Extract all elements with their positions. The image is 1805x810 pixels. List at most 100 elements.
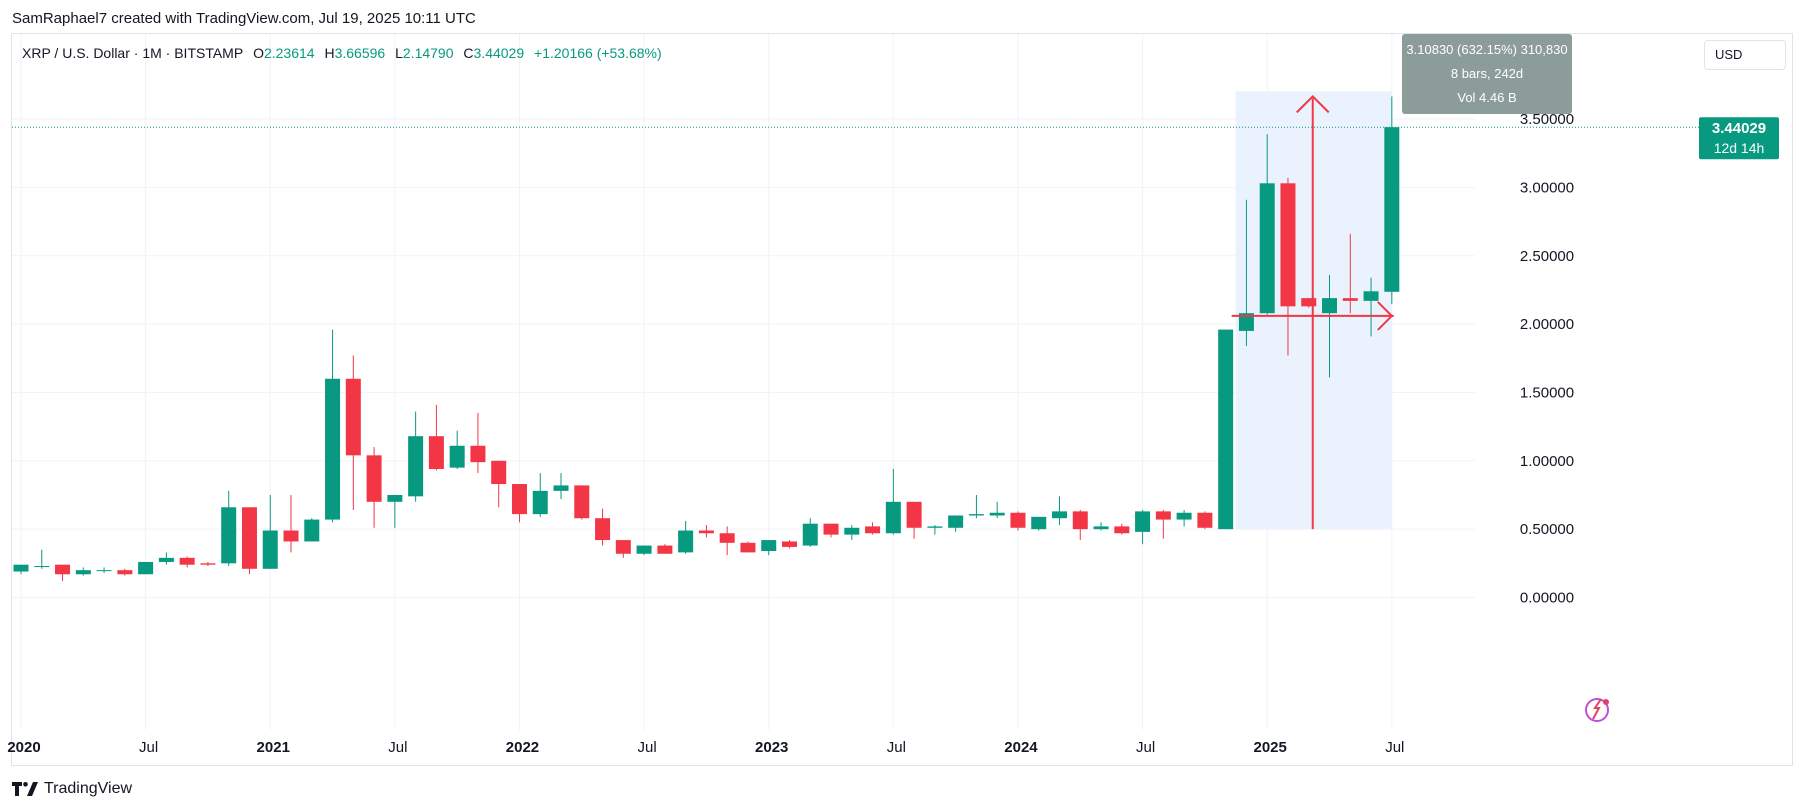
candle-up — [927, 525, 943, 535]
candle-body — [615, 540, 631, 554]
candle-body — [1093, 526, 1109, 530]
time-tick-label: Jul — [388, 739, 407, 756]
candle-down — [657, 544, 673, 554]
candle-body — [387, 494, 403, 502]
candle-body — [241, 507, 257, 569]
candle-body — [1322, 298, 1338, 314]
candle-body — [844, 527, 860, 535]
low-value: 2.14790 — [402, 45, 454, 61]
candle-down — [200, 561, 216, 567]
current-price-value: 3.44029 — [1712, 120, 1766, 137]
candles — [13, 96, 1400, 582]
candle-down — [345, 355, 361, 511]
candle-body — [428, 436, 444, 470]
time-tick-label: Jul — [638, 739, 657, 756]
candle-body — [927, 526, 943, 528]
candle-body — [595, 518, 611, 541]
candle-body — [449, 445, 465, 468]
candle-up — [1093, 522, 1109, 531]
candle-down — [698, 525, 714, 538]
candle-up — [1384, 96, 1400, 304]
candle-body — [532, 490, 548, 515]
candle-body — [1218, 329, 1234, 530]
sparkle-icon-ring — [1585, 698, 1609, 722]
candle-body — [75, 570, 91, 575]
price-tick-label: 2.00000 — [1520, 316, 1574, 333]
currency-selector[interactable]: USD — [1704, 40, 1786, 70]
candle-up — [1238, 199, 1254, 346]
open-label: O — [253, 45, 264, 61]
symbol-title: XRP / U.S. Dollar · 1M · BITSTAMP — [22, 45, 244, 61]
candle-body — [636, 545, 652, 554]
candle-up — [158, 552, 174, 565]
candle-down — [55, 564, 71, 582]
price-tick-label: 3.00000 — [1520, 179, 1574, 196]
candle-down — [241, 507, 257, 575]
candle-up — [844, 525, 860, 541]
candle-body — [1031, 516, 1047, 530]
candle-body — [761, 540, 777, 552]
candle-up — [408, 411, 424, 502]
candle-up — [449, 430, 465, 470]
candle-down — [1280, 177, 1296, 356]
candle-body — [511, 484, 527, 515]
candle-body — [179, 557, 195, 565]
candle-body — [1363, 291, 1379, 301]
candle-up — [304, 518, 320, 542]
candle-body — [1238, 313, 1254, 331]
price-tick-label: 1.50000 — [1520, 384, 1574, 401]
candle-body — [1135, 511, 1151, 532]
candle-body — [470, 445, 486, 463]
candle-up — [1363, 277, 1379, 337]
candle-down — [781, 540, 797, 549]
candle-body — [1301, 298, 1317, 307]
candle-down — [179, 556, 195, 568]
price-axis: 0.00000 0.50000 1.00000 1.50000 2.00000 2.500… — [1520, 111, 1574, 606]
candle-up — [1052, 496, 1067, 526]
candle-down — [615, 540, 631, 558]
candle-body — [1197, 512, 1213, 528]
candle-body — [698, 530, 714, 534]
candle-body — [678, 530, 694, 553]
measure-arrowhead-up — [1296, 94, 1330, 114]
candle-up — [1218, 329, 1234, 530]
candle-body — [1280, 183, 1296, 307]
candle-up — [34, 549, 50, 569]
candle-body — [1114, 526, 1130, 534]
candle-body — [304, 519, 320, 542]
candle-body — [781, 541, 797, 547]
candle-body — [366, 455, 382, 502]
tradingview-logo[interactable]: TradingView — [12, 780, 132, 798]
chart-overlay: 3.44029 12d 14h — [12, 117, 1779, 722]
sparkle-icon-bolt — [1592, 698, 1602, 720]
candle-body — [117, 570, 133, 575]
candle-body — [96, 570, 112, 572]
time-tick-label: 2021 — [257, 739, 290, 756]
candle-body — [1072, 511, 1088, 530]
candle-body — [906, 501, 922, 528]
candle-down — [428, 404, 444, 471]
price-tick-label: 0.00000 — [1520, 590, 1574, 607]
candle-body — [158, 557, 174, 562]
candle-body — [262, 530, 278, 569]
candle-body — [13, 564, 29, 572]
candle-body — [574, 485, 590, 519]
symbol-legend: XRP / U.S. Dollar · 1M · BITSTAMP O2.236… — [22, 45, 662, 61]
candle-body — [491, 460, 507, 485]
current-price-badge — [1699, 117, 1779, 160]
candle-up — [532, 473, 548, 517]
candle-body — [657, 545, 673, 554]
time-tick-label: 2020 — [7, 739, 40, 756]
candle-body — [34, 566, 50, 568]
measure-info-text: 8 bars, 242d — [1451, 66, 1523, 81]
candle-body — [1259, 183, 1275, 314]
candle-up — [1031, 516, 1047, 531]
candle-up — [387, 494, 403, 528]
measure-info-text: Vol 4.46 B — [1457, 90, 1516, 105]
candle-body — [968, 514, 984, 516]
candle-down — [366, 447, 382, 528]
candle-up — [1135, 510, 1151, 545]
candle-down — [1301, 298, 1317, 308]
candle-down — [1114, 523, 1130, 535]
